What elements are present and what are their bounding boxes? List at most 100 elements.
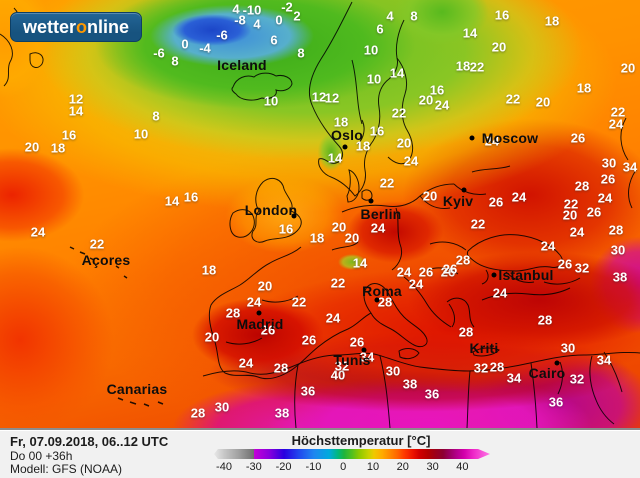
temp-value-label: 16 xyxy=(278,221,294,237)
temp-value-label: 26 xyxy=(600,171,616,187)
temp-value-label: 20 xyxy=(422,188,438,204)
temp-value-label: 14 xyxy=(68,103,84,119)
europe-temperature-map: 4 -10 -2 -8 4 0 2 -6 0 -4 -6 8 6 8 4 6 10 10 10 12 8 16 18 14 20… xyxy=(0,0,640,428)
temp-value-label: 28 xyxy=(608,222,624,238)
temp-value-label: 18 xyxy=(544,13,560,29)
temp-value-label: 10 xyxy=(133,126,149,142)
city-dot-london xyxy=(291,213,297,219)
temp-value-label: 18 xyxy=(576,80,592,96)
temp-value-label: 20 xyxy=(620,60,636,76)
city-label-canarias: Canarias xyxy=(106,381,168,397)
city-dot-moscow xyxy=(469,135,475,141)
footer-bar: Fr, 07.09.2018, 06..12 UTC Do 00 +36h Mo… xyxy=(0,428,640,478)
finland-coast xyxy=(387,57,414,165)
city-label-berlin: Berlin xyxy=(360,206,402,222)
model-name-label: Modell: GFS (NOAA) xyxy=(10,462,123,476)
city-dot-madrid xyxy=(256,310,262,316)
temp-value-label: 30 xyxy=(610,242,626,258)
temp-value-label: 24 xyxy=(569,224,585,240)
temp-value-label: 34 xyxy=(622,159,638,175)
temp-value-label: 0 xyxy=(181,36,189,52)
temp-value-label: 18 xyxy=(50,140,66,156)
city-label-madrid: Madrid xyxy=(236,316,284,332)
temp-value-label: 6 xyxy=(270,32,278,48)
temp-value-label: 4 xyxy=(253,16,261,32)
legend-tick--10: -10 xyxy=(305,461,322,473)
iberia-france-coast xyxy=(208,246,372,380)
temp-value-label: 16 xyxy=(369,123,385,139)
temp-value-label: 30 xyxy=(385,363,401,379)
temp-value-label: -6 xyxy=(153,45,165,61)
temp-value-label: 28 xyxy=(574,178,590,194)
temp-value-label: 26 xyxy=(301,332,317,348)
legend-tick-40: 40 xyxy=(456,461,469,473)
temp-value-label: 32 xyxy=(574,260,590,276)
legend-tick-30: 30 xyxy=(426,461,439,473)
temp-value-label: 20 xyxy=(535,94,551,110)
temp-value-label: 36 xyxy=(548,394,564,410)
legend-tick--30: -30 xyxy=(245,461,262,473)
legend-tick--40: -40 xyxy=(216,461,232,473)
temp-value-label: 24 xyxy=(492,285,508,301)
temp-value-label: 26 xyxy=(442,261,458,277)
temp-value-label: 14 xyxy=(389,65,405,81)
temp-value-label: 26 xyxy=(260,322,276,338)
temp-value-label: 28 xyxy=(458,324,474,340)
temp-value-label: 34 xyxy=(506,370,522,386)
temp-value-label: 16 xyxy=(61,127,77,143)
temp-value-label: 4 xyxy=(386,8,394,24)
city-label-tunis: Tunis xyxy=(333,352,371,368)
temp-value-label: 26 xyxy=(488,194,504,210)
temp-value-label: 12 xyxy=(324,90,340,106)
temp-value-label: 14 xyxy=(462,25,478,41)
city-dot-kyiv xyxy=(461,187,467,193)
temp-value-label: 14 xyxy=(327,150,343,166)
temp-value-label: 22 xyxy=(610,104,626,120)
city-label-açores: Açores xyxy=(81,252,131,268)
scandinavia-coast xyxy=(308,1,405,197)
temp-value-label: 24 xyxy=(30,224,46,240)
greece-coast xyxy=(446,297,475,328)
wetteronline-logo[interactable]: wetteronline xyxy=(10,12,143,42)
temp-value-label: 16 xyxy=(494,7,510,23)
logo-text-wetter: wetter xyxy=(23,17,77,37)
temp-value-label: 32 xyxy=(334,358,350,374)
temp-value-label: -10 xyxy=(242,2,262,18)
city-label-roma: Roma xyxy=(362,283,402,299)
azores-islets xyxy=(69,246,128,279)
italy-coast xyxy=(363,283,428,348)
temp-value-label: 24 xyxy=(484,133,500,149)
temp-value-label: 36 xyxy=(424,386,440,402)
temp-value-label: 24 xyxy=(325,310,341,326)
city-label-iceland: Iceland xyxy=(217,57,267,73)
temp-value-label: 20 xyxy=(418,92,434,108)
temp-value-label: 20 xyxy=(24,139,40,155)
model-run-label: Do 00 +36h xyxy=(10,449,73,463)
temp-value-label: 30 xyxy=(560,340,576,356)
city-dot-cairo xyxy=(554,360,560,366)
temp-value-label: 14 xyxy=(352,255,368,271)
city-label-istanbul: Istanbul xyxy=(498,267,554,283)
temp-value-label: 38 xyxy=(612,269,628,285)
turkey-south-coast xyxy=(481,287,571,301)
temp-value-label: 22 xyxy=(470,216,486,232)
legend-tick-0: 0 xyxy=(340,461,347,473)
temp-value-label: 24 xyxy=(608,116,624,132)
temp-value-label: 18 xyxy=(309,230,325,246)
city-label-cairo: Cairo xyxy=(528,365,566,381)
legend-colorbar xyxy=(214,449,490,459)
sicily-coast xyxy=(398,348,420,360)
temp-value-label: 20 xyxy=(331,219,347,235)
temp-value-label: 24 xyxy=(597,190,613,206)
temp-value-label: 18 xyxy=(201,262,217,278)
logo-text-o: o xyxy=(76,17,88,37)
temp-value-label: 24 xyxy=(434,97,450,113)
city-label-london: London xyxy=(244,202,298,218)
temp-value-label: 2 xyxy=(293,8,301,24)
temp-value-label: 14 xyxy=(164,193,180,209)
temp-value-label: 22 xyxy=(505,91,521,107)
iberia-borders xyxy=(225,295,299,345)
temp-value-label: 20 xyxy=(562,207,578,223)
temp-value-label: -4 xyxy=(199,40,211,56)
temp-value-label: 38 xyxy=(402,376,418,392)
